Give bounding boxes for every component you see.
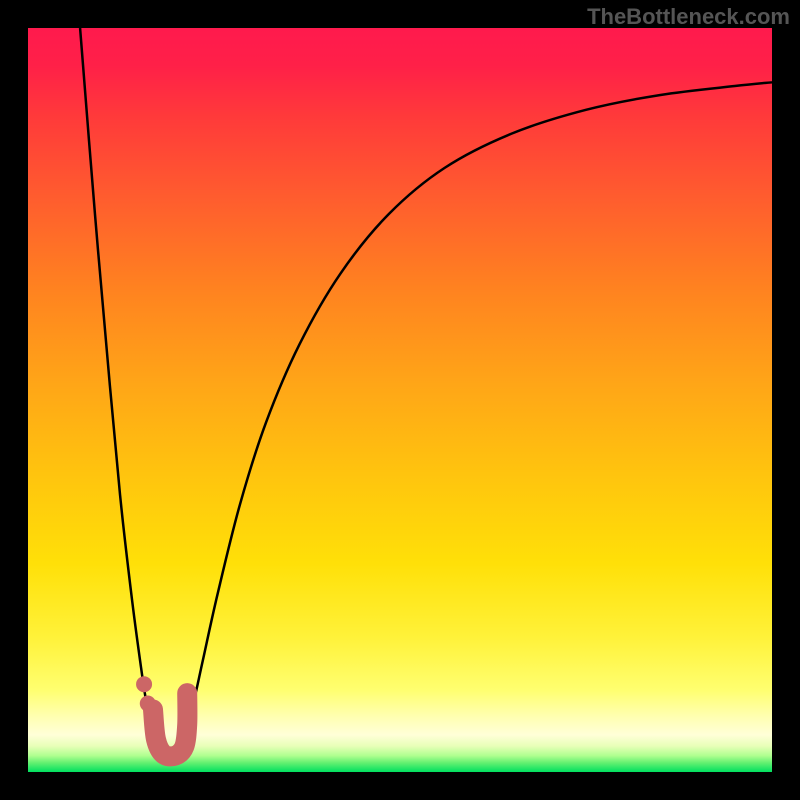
watermark-text: TheBottleneck.com [587, 4, 790, 30]
chart-svg [0, 0, 800, 800]
dot-marker-1 [140, 696, 156, 712]
dot-marker-0 [136, 676, 152, 692]
chart-container: TheBottleneck.com [0, 0, 800, 800]
